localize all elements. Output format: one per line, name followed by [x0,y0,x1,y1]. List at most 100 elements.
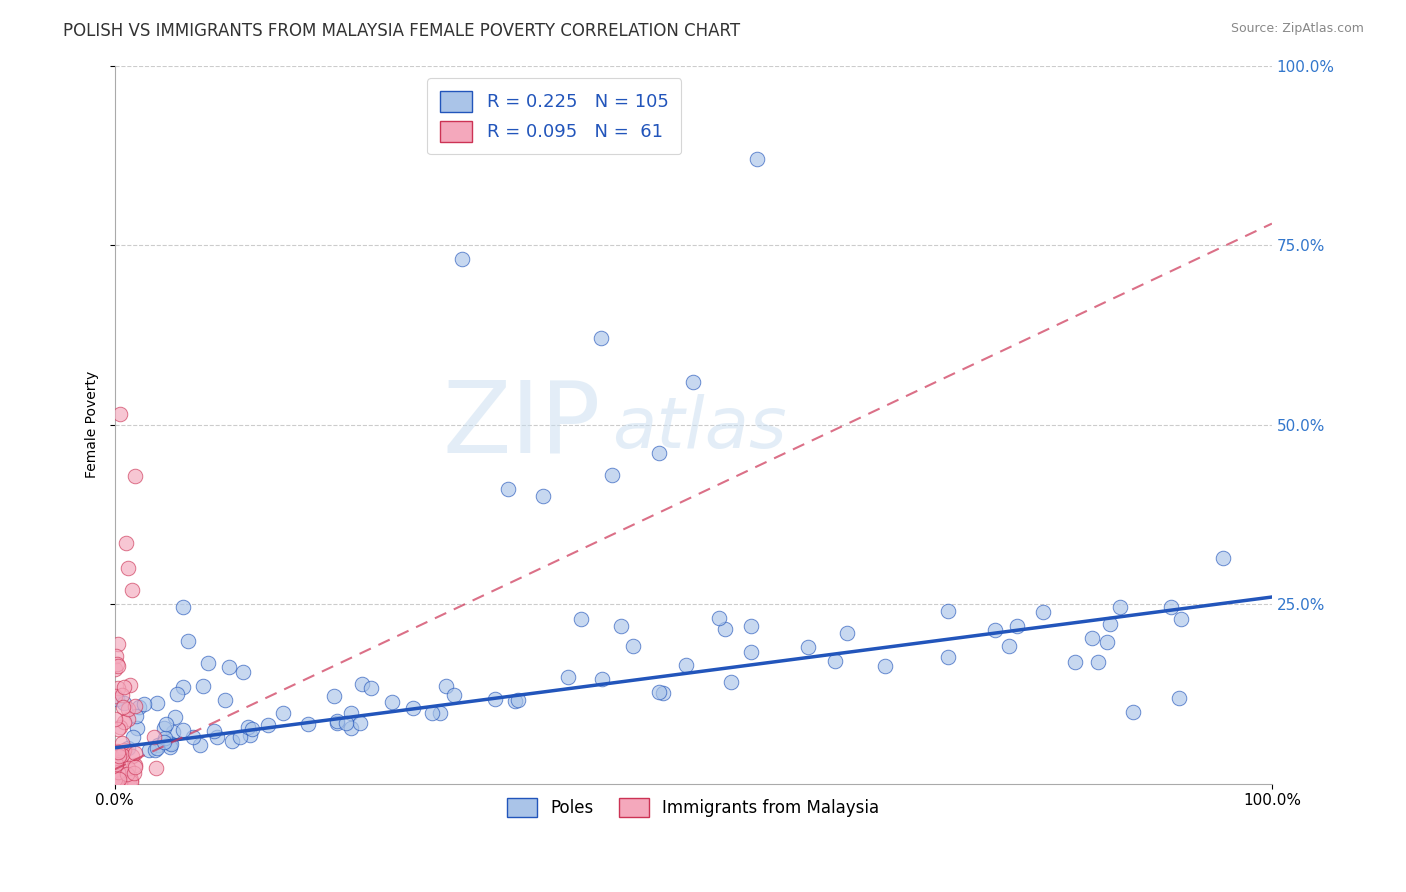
Point [172,599,194,614]
Point [112,714,135,729]
Point [146,738,169,752]
Point [111,688,134,702]
Point [107,745,129,759]
Point [1160,599,1182,614]
Point [589,331,612,345]
Point [740,619,762,633]
Point [159,736,181,750]
Point [104,662,127,676]
Point [1168,690,1191,705]
Point [340,721,363,735]
Point [107,681,129,695]
Point [104,756,127,770]
Text: Source: ZipAtlas.com: Source: ZipAtlas.com [1230,22,1364,36]
Point [112,769,135,783]
Point [675,658,697,673]
Point [873,658,896,673]
Point [214,693,236,707]
Point [110,766,132,780]
Point [143,743,166,757]
Point [104,772,127,787]
Point [1087,655,1109,669]
Point [218,660,240,674]
Point [505,694,527,708]
Point [797,640,820,654]
Point [557,670,579,684]
Point [117,561,139,575]
Point [105,692,128,706]
Point [1081,631,1104,645]
Point [239,728,262,742]
Point [429,706,451,720]
Point [349,715,371,730]
Point [340,706,363,720]
Point [108,776,131,790]
Point [325,714,347,728]
Point [117,761,139,775]
Point [115,767,138,781]
Point [228,730,250,744]
Point [107,772,129,786]
Point [146,741,169,756]
Point [936,650,959,665]
Point [107,765,129,780]
Point [105,771,128,785]
Point [496,483,519,497]
Point [232,665,254,679]
Point [112,696,135,710]
Point [160,737,183,751]
Point [110,407,132,421]
Point [1122,705,1144,719]
Point [837,626,859,640]
Y-axis label: Female Poverty: Female Poverty [86,371,100,478]
Point [352,676,374,690]
Point [125,709,148,723]
Point [124,747,146,761]
Point [111,736,134,750]
Point [128,699,150,714]
Point [124,757,146,772]
Point [172,680,194,694]
Point [257,718,280,732]
Point [1170,612,1192,626]
Point [984,623,1007,637]
Point [124,699,146,714]
Point [181,730,204,744]
Point [107,636,129,650]
Point [824,654,846,668]
Point [326,715,349,730]
Point [112,743,135,757]
Point [193,679,215,693]
Point [591,673,613,687]
Point [205,731,228,745]
Point [110,755,132,769]
Point [145,696,167,710]
Point [450,252,472,267]
Point [105,744,128,758]
Point [120,770,142,784]
Point [166,687,188,701]
Point [1099,616,1122,631]
Point [420,706,443,720]
Point [434,679,457,693]
Point [159,740,181,755]
Point [484,691,506,706]
Point [104,772,127,787]
Point [600,467,623,482]
Point [111,699,134,714]
Point [997,639,1019,653]
Point [647,446,669,460]
Point [110,720,132,734]
Point [125,721,148,735]
Point [155,731,177,745]
Point [569,612,592,626]
Point [740,645,762,659]
Point [121,582,143,597]
Point [682,375,704,389]
Point [108,748,131,763]
Point [117,702,139,716]
Point [112,769,135,783]
Point [153,734,176,748]
Point [155,716,177,731]
Point [105,774,128,789]
